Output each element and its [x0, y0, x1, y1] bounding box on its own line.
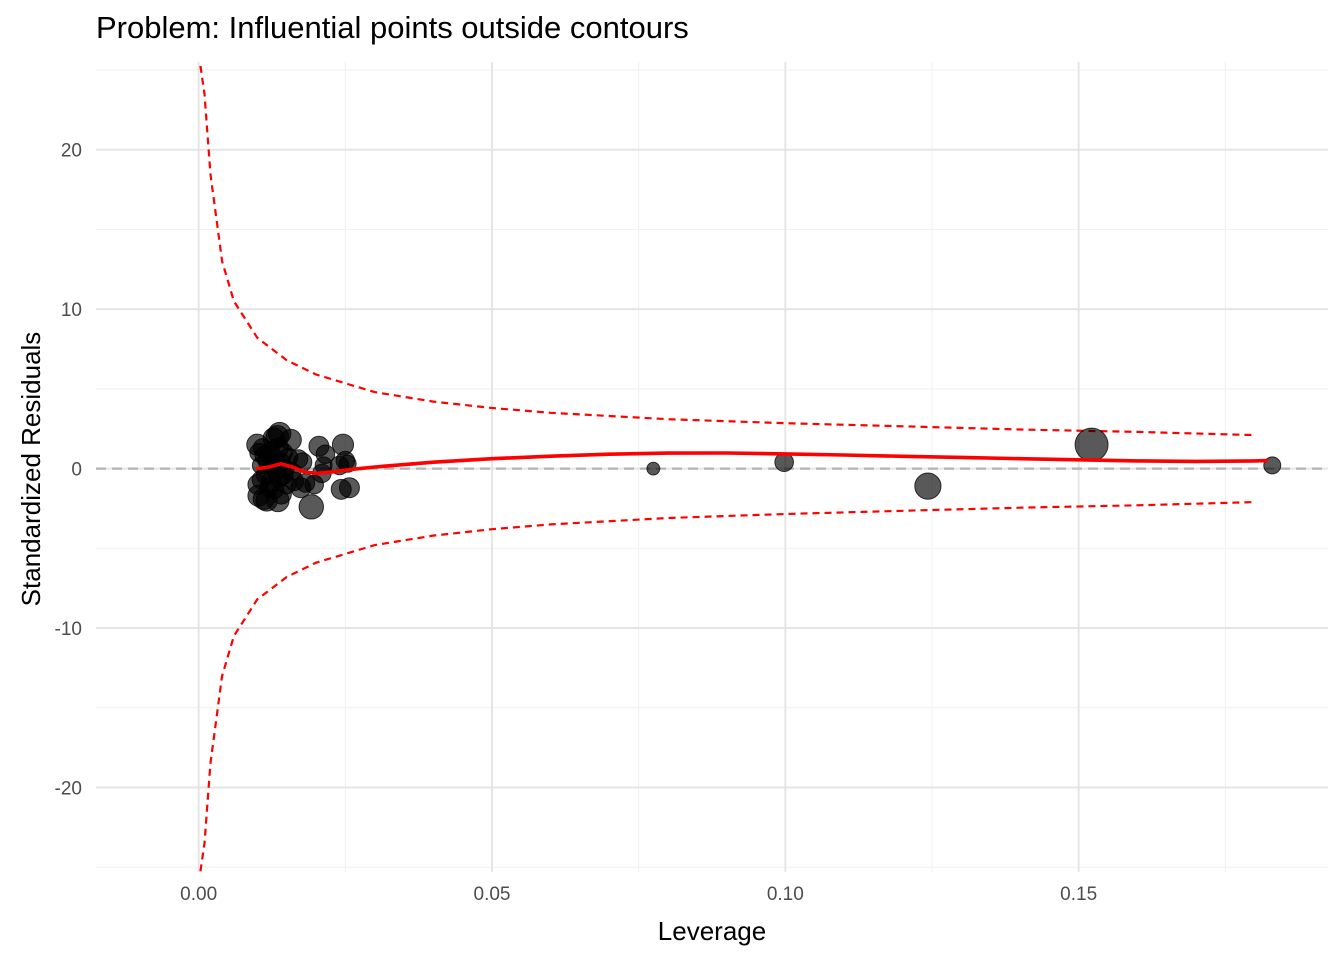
x-tick-label: 0.05 — [474, 884, 511, 905]
y-tick-label: 10 — [61, 300, 82, 321]
smooth-layer — [255, 451, 1269, 476]
data-point — [298, 494, 325, 520]
smooth-trend-line — [255, 451, 1269, 476]
contour-layer — [198, 62, 1255, 872]
data-point — [279, 428, 302, 451]
y-tick-label: 0 — [71, 460, 82, 481]
y-axis-title: Standardized Residuals — [16, 332, 46, 607]
x-tick-label: 0.10 — [767, 884, 804, 905]
data-point — [315, 444, 336, 465]
x-axis-title: Leverage — [658, 916, 766, 946]
x-tick-label: 0.00 — [180, 884, 217, 905]
plot-panel — [96, 62, 1328, 872]
lower-contour-line — [199, 501, 1255, 872]
x-tick-labels: 0.00 0.05 0.10 0.15 — [180, 884, 1097, 905]
points-layer — [246, 421, 1282, 520]
data-point — [1074, 427, 1109, 462]
y-tick-label: -10 — [55, 619, 82, 640]
data-point — [914, 472, 942, 500]
y-tick-label: 20 — [61, 141, 82, 162]
data-point — [646, 461, 661, 476]
y-tick-labels: -20 -10 0 10 20 — [55, 141, 82, 800]
data-point — [338, 477, 360, 499]
minor-grid — [96, 62, 1328, 872]
y-tick-label: -20 — [55, 778, 82, 799]
chart-title: Problem: Influential points outside cont… — [96, 10, 689, 45]
upper-contour-line — [198, 62, 1255, 437]
x-tick-label: 0.15 — [1060, 884, 1097, 905]
